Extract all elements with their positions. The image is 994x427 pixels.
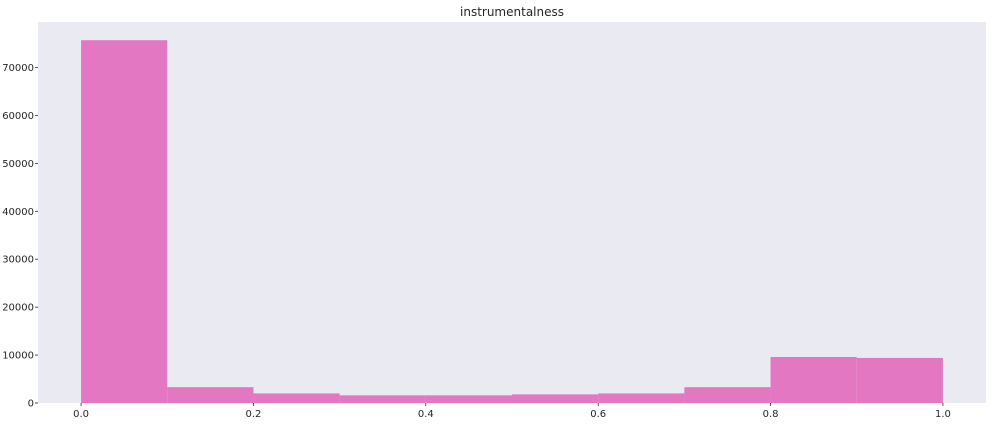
histogram-bar-7 xyxy=(684,387,771,403)
x-tick-label: 0.6 xyxy=(590,409,606,420)
histogram-bar-0 xyxy=(81,40,168,404)
bars-layer xyxy=(81,40,943,404)
x-tick-label: 0.2 xyxy=(246,409,262,420)
x-tick-label: 0.4 xyxy=(418,409,434,420)
y-tick-label: 70000 xyxy=(2,63,34,74)
histogram-bar-1 xyxy=(167,387,254,403)
y-tick-label: 10000 xyxy=(2,351,34,362)
y-tick-label: 0 xyxy=(28,399,34,410)
x-tick-label: 1.0 xyxy=(935,409,951,420)
y-axis-ticks: 0 10000 20000 30000 40000 50000 60000 70000 xyxy=(2,63,38,410)
y-tick-label: 60000 xyxy=(2,111,34,122)
x-tick-label: 0.0 xyxy=(73,409,89,420)
y-tick-label: 40000 xyxy=(2,207,34,218)
histogram-bar-8 xyxy=(770,356,857,403)
histogram-bar-4 xyxy=(425,395,512,403)
histogram-bar-9 xyxy=(856,357,943,403)
plot-background xyxy=(38,22,986,403)
histogram-bar-2 xyxy=(253,393,340,403)
histogram-bar-3 xyxy=(339,395,426,403)
y-tick-label: 50000 xyxy=(2,159,34,170)
x-axis-ticks: 0.0 0.2 0.4 0.6 0.8 1.0 xyxy=(73,403,951,420)
chart-title: instrumentalness xyxy=(460,5,564,19)
histogram-bar-5 xyxy=(512,394,599,403)
y-tick-label: 30000 xyxy=(2,255,34,266)
histogram-bar-6 xyxy=(598,393,685,403)
x-tick-label: 0.8 xyxy=(763,409,779,420)
y-tick-label: 20000 xyxy=(2,303,34,314)
